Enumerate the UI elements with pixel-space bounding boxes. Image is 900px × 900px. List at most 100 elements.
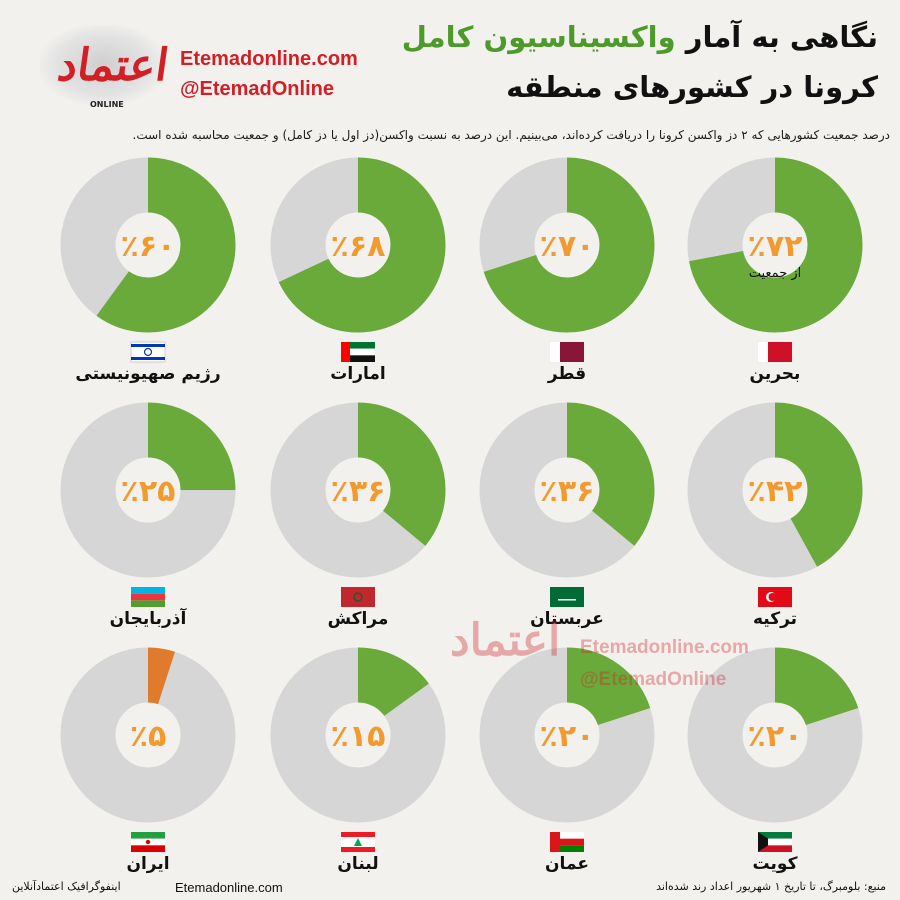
donut-1: ٪۷۲ از جمعیت بحرین	[687, 157, 863, 384]
lebanon-flag	[341, 832, 375, 852]
country-label: امارات	[330, 364, 385, 384]
country-label: مراکش	[328, 609, 389, 629]
donut-11: ٪۱۵ لبنان	[270, 647, 446, 874]
flag-band	[550, 845, 584, 852]
country-label: آذربایجان	[110, 607, 188, 629]
country-label: قطر	[547, 364, 586, 384]
flag-field	[341, 587, 375, 607]
flag-band	[341, 355, 375, 362]
flag-cedar	[354, 838, 362, 846]
donut-10: ٪۲۰ عمان	[479, 647, 655, 874]
kuwait-flag	[758, 832, 792, 852]
donut-value-arc	[687, 402, 863, 578]
flag-trapezoid	[758, 832, 768, 852]
percent-label: ٪۲۵	[121, 474, 176, 509]
country-label: رژیم صهیونیستی	[75, 364, 220, 384]
donut-value-arc	[60, 647, 236, 823]
country-label: کویت	[753, 854, 798, 874]
iran-flag	[131, 832, 165, 852]
donut-value-arc	[60, 402, 236, 578]
donut-value-arc	[60, 157, 236, 333]
site-url[interactable]: Etemadonline.com	[180, 48, 358, 70]
flag-band	[131, 587, 165, 594]
percent-label: ٪۶۸	[331, 229, 386, 264]
donut-9: ٪۲۰ کویت	[687, 647, 863, 874]
donut-2: ٪۷۰ قطر	[479, 157, 655, 384]
flag-emblem	[145, 839, 151, 845]
flag-band	[131, 845, 165, 852]
flag-field	[550, 587, 584, 607]
header: اعتماد ONLINE Etemadonline.com @EtemadOn…	[0, 0, 900, 130]
oman-flag	[550, 832, 584, 852]
donut-value-arc	[479, 402, 655, 578]
donut-value-arc	[687, 647, 863, 823]
donut-6: ٪۳۶ عربستان	[479, 402, 655, 629]
turkey-flag	[758, 587, 792, 607]
flag-band	[131, 832, 165, 839]
morocco-flag	[341, 587, 375, 607]
logo-subtext: ONLINE	[90, 100, 124, 109]
donut-12: ٪۵ ایران	[60, 647, 236, 874]
flag-band	[131, 600, 165, 607]
percent-label: ٪۱۵	[331, 719, 386, 754]
title-highlight: واکسیناسیون کامل	[401, 20, 676, 54]
donut-value-arc	[270, 402, 446, 578]
percent-label: ٪۳۶	[331, 474, 386, 509]
country-label: ایران	[126, 854, 169, 874]
donut-value-arc	[270, 157, 446, 333]
title-prefix: نگاهی به آمار	[685, 20, 878, 54]
etemad-logo: اعتماد ONLINE	[40, 20, 172, 115]
country-label: لبنان	[337, 854, 378, 874]
country-label: بحرین	[750, 364, 801, 384]
donut-value-arc	[687, 157, 863, 333]
footer-site[interactable]: Etemadonline.com	[175, 880, 283, 895]
uae-flag	[341, 342, 375, 362]
israel-flag	[130, 341, 166, 363]
footer-credit: اینفوگرافیک اعتمادآنلاین	[12, 880, 121, 893]
percent-label: ٪۲۰	[748, 719, 803, 754]
percent-label: ٪۷۲	[748, 229, 803, 264]
flag-star	[353, 592, 363, 602]
flag-band	[341, 847, 375, 852]
flag-band	[341, 342, 350, 362]
flag-band	[550, 342, 560, 362]
flag-crescent-cut	[768, 593, 777, 601]
page-title-line1: نگاهی به آمار واکسیناسیون کامل	[402, 20, 878, 54]
flag-band	[341, 342, 375, 349]
percent-label: ٪۴۲	[748, 474, 803, 509]
flag-band	[131, 357, 165, 360]
saudi-flag	[550, 587, 584, 607]
donut-value-arc	[479, 157, 655, 333]
flag-star	[143, 347, 153, 357]
flag-band	[341, 832, 375, 837]
bahrain-flag	[758, 342, 792, 362]
percent-label: ٪۳۶	[540, 474, 595, 509]
flag-band	[550, 838, 584, 846]
percent-label: ٪۲۰	[540, 719, 595, 754]
donut-3: ٪۶۸ امارات	[270, 157, 446, 384]
chart-description: درصد جمعیت کشورهایی که ۲ دز واکسن کرونا …	[132, 128, 890, 142]
donut-7: ٪۳۶ مراکش	[270, 402, 446, 629]
country-label: عمان	[545, 854, 589, 874]
percent-unit-label: از جمعیت	[749, 266, 802, 281]
world-map-graphic	[40, 25, 165, 105]
donut-8: ٪۲۵ آذربایجان	[60, 402, 236, 629]
percent-label: ٪۷۰	[540, 229, 595, 264]
flag-band	[758, 845, 792, 852]
country-label: عربستان	[530, 609, 604, 629]
flag-band	[550, 832, 584, 839]
percent-label: ٪۵	[130, 719, 167, 754]
donut-value-arc	[479, 647, 655, 823]
flag-band	[341, 348, 375, 356]
flag-sword	[558, 599, 576, 601]
flag-band	[550, 832, 560, 852]
social-handle[interactable]: @EtemadOnline	[180, 78, 334, 100]
country-label: ترکیه	[753, 609, 797, 629]
flag-band	[758, 342, 768, 362]
page-title-line2: کرونا در کشورهای منطقه	[506, 70, 878, 104]
flag-band	[131, 344, 165, 347]
donut-value-arc	[270, 647, 446, 823]
flag-band	[131, 593, 165, 601]
donut-4: ٪۶۰ رژیم صهیونیستی	[60, 157, 236, 384]
